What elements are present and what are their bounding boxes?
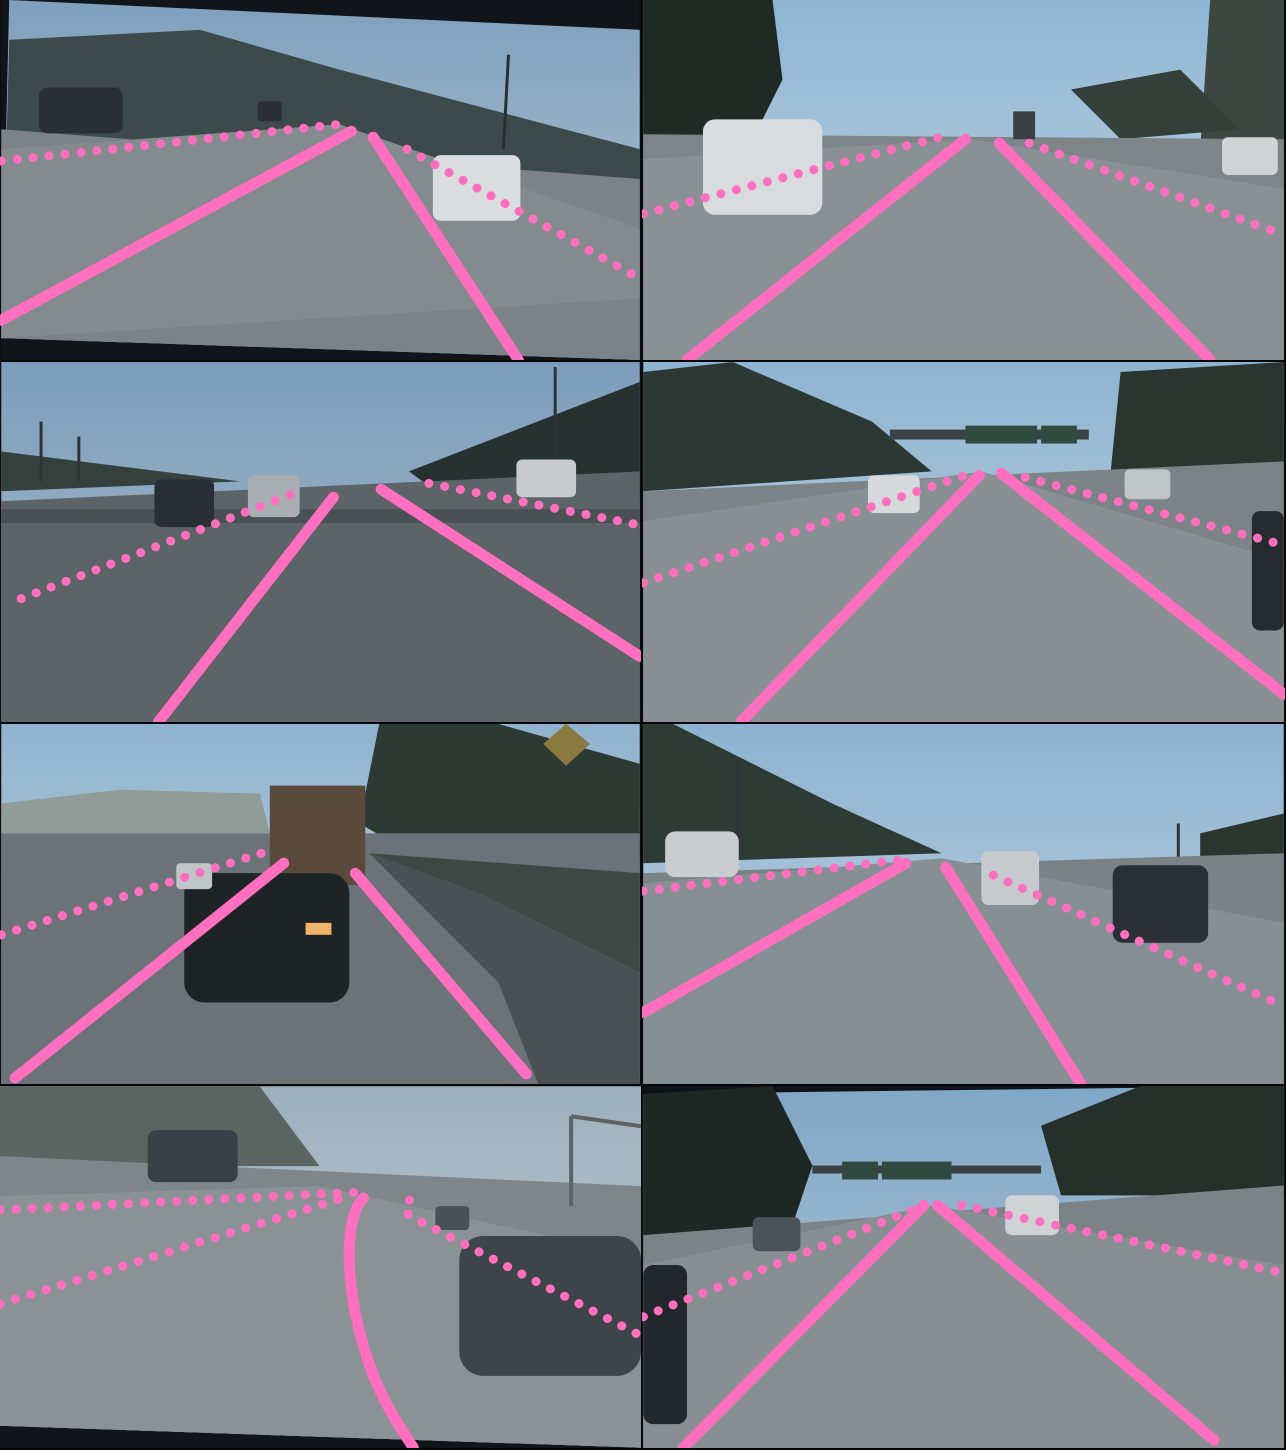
- lane-line-solid: [343, 1192, 419, 1448]
- trees: [1041, 1086, 1284, 1196]
- panel-1-scene: [0, 0, 641, 360]
- panel-2: [642, 0, 1286, 362]
- lane-line-dotted: [424, 478, 641, 530]
- lane-line-solid: [993, 137, 1216, 360]
- lane-line-dotted: [0, 846, 273, 940]
- lane-line-solid: [367, 131, 524, 360]
- car: [643, 1265, 688, 1425]
- lane-line-dotted: [0, 1191, 354, 1309]
- lane-line-dotted: [988, 870, 1285, 1011]
- lane-line-solid: [735, 469, 985, 722]
- panel-7: [0, 1086, 642, 1450]
- car: [752, 1217, 801, 1252]
- panel-7-scene: [0, 1086, 641, 1448]
- street-light: [501, 54, 510, 150]
- panel-6: [642, 724, 1286, 1086]
- lane-line-dotted: [1020, 472, 1285, 550]
- lane-line-solid: [349, 867, 532, 1080]
- car: [868, 475, 920, 514]
- lane-line-dotted: [642, 468, 976, 588]
- lane-line-dotted: [402, 144, 641, 283]
- road-sign: [543, 724, 591, 766]
- lane-line-dotted: [1024, 138, 1285, 240]
- car: [516, 459, 577, 498]
- lane-line-dotted: [16, 486, 305, 604]
- car: [665, 831, 739, 878]
- panel-3: [0, 362, 642, 724]
- panel-2-scene: [642, 0, 1285, 360]
- truck: [147, 1130, 238, 1183]
- panel-5: [0, 724, 642, 1086]
- suv: [154, 479, 215, 528]
- lane-line-dotted: [642, 854, 911, 896]
- lane-line-solid: [152, 491, 339, 722]
- lane-line-dotted: [642, 132, 945, 219]
- lane-line-solid: [932, 1199, 1220, 1446]
- car: [39, 87, 123, 134]
- lane-line-solid: [677, 1199, 930, 1448]
- tree: [643, 0, 783, 140]
- panel-6-scene: [642, 724, 1285, 1084]
- lane-line-dotted: [642, 1202, 925, 1322]
- lane-line-dotted: [400, 1195, 641, 1341]
- lane-line-solid: [375, 483, 641, 662]
- road: [1, 471, 640, 722]
- car: [459, 1236, 641, 1376]
- car: [1124, 469, 1171, 500]
- car: [1251, 511, 1284, 631]
- suv: [702, 119, 823, 215]
- lane-line-solid: [642, 857, 912, 1018]
- lane-line-solid: [940, 861, 1087, 1084]
- suv: [1112, 865, 1209, 943]
- car: [1005, 1195, 1059, 1236]
- trees: [0, 1086, 320, 1167]
- trees: [643, 1086, 813, 1246]
- treeline: [643, 362, 932, 492]
- panel-4-scene: [642, 362, 1285, 722]
- panel-1: [0, 0, 642, 362]
- panel-8-scene: [642, 1086, 1285, 1448]
- panel-8: [642, 1086, 1286, 1450]
- panel-3-scene: [1, 362, 641, 722]
- lane-line-solid: [995, 467, 1285, 700]
- hillside: [643, 724, 942, 864]
- hillside: [409, 381, 640, 502]
- hills: [1, 789, 270, 834]
- lane-line-dotted: [957, 1200, 1285, 1278]
- lane-line-solid: [681, 133, 971, 360]
- panel-5-scene: [0, 724, 640, 1084]
- lane-line-solid: [0, 125, 357, 326]
- lane-line-solid: [9, 857, 290, 1084]
- car: [184, 873, 350, 1003]
- lane-line-dotted: [0, 1187, 364, 1215]
- panel-4: [642, 362, 1286, 724]
